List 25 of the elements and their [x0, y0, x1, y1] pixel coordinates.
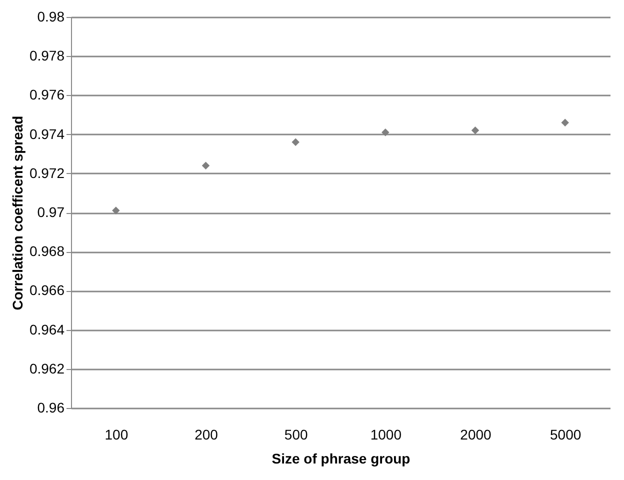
- point: [292, 138, 300, 146]
- x-tick-label: 500: [284, 426, 308, 442]
- x-tick-label: 2000: [460, 426, 492, 442]
- y-tick-label: 0.962: [29, 360, 65, 376]
- y-tick-label: 0.97: [37, 204, 65, 220]
- point: [471, 126, 480, 134]
- point: [561, 118, 569, 126]
- y-tick-label: 0.976: [29, 86, 65, 103]
- y-tick-label: 0.978: [29, 48, 65, 64]
- y-tick-label: 0.972: [29, 164, 65, 181]
- y-tick-label: 0.974: [29, 126, 65, 142]
- point: [382, 128, 390, 136]
- x-tick-label: 5000: [550, 426, 582, 442]
- y-axis-title: Correlation coefficent spread: [9, 116, 26, 310]
- y-tick-label: 0.966: [29, 282, 65, 298]
- point: [202, 162, 210, 170]
- y-tick-label: 0.968: [29, 243, 65, 260]
- point: [112, 206, 120, 214]
- x-axis-title: Size of phrase group: [272, 450, 410, 466]
- x-tick-label: 1000: [370, 426, 402, 442]
- x-tick-label: 200: [194, 426, 218, 442]
- y-tick-label: 0.96: [37, 400, 65, 416]
- x-tick-label: 100: [104, 426, 128, 442]
- y-tick-label: 0.98: [37, 8, 65, 24]
- y-tick-label: 0.964: [29, 321, 65, 338]
